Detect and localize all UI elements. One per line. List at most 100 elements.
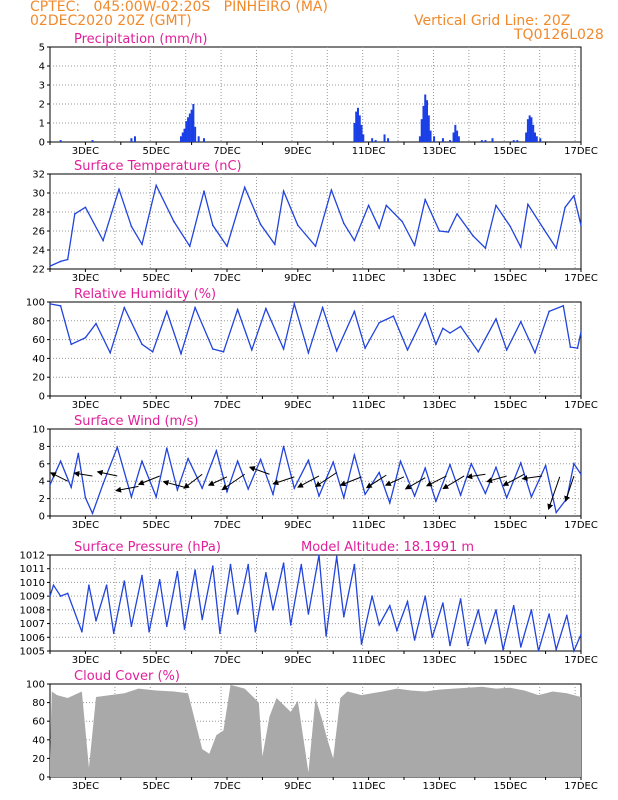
data-point xyxy=(562,305,565,307)
data-point xyxy=(293,487,296,490)
precip-bar xyxy=(188,113,191,142)
x-tick-label: 13DEC xyxy=(423,273,457,284)
data-point xyxy=(321,306,324,309)
data-point xyxy=(530,496,533,498)
x-tick-label: 9DEC xyxy=(284,655,311,666)
x-tick-label: 13DEC xyxy=(423,655,457,666)
precip-bar xyxy=(190,109,193,142)
data-point xyxy=(229,563,232,566)
data-point xyxy=(141,243,143,246)
data-point xyxy=(502,648,504,651)
y-tick-label: 5 xyxy=(39,43,45,54)
data-point xyxy=(389,502,391,504)
data-point xyxy=(70,343,72,346)
data-point xyxy=(527,203,529,206)
wind-vector-arrow xyxy=(183,473,203,489)
y-tick-label: 100 xyxy=(26,298,45,309)
data-point xyxy=(353,454,356,456)
data-point xyxy=(59,460,62,463)
x-tick-label: 5DEC xyxy=(143,400,170,411)
data-point xyxy=(332,461,335,463)
precip-bar xyxy=(362,134,365,142)
data-point xyxy=(424,595,427,597)
data-point xyxy=(449,332,451,334)
y-tick-label: 1009 xyxy=(20,592,45,603)
x-tick-label: 13DEC xyxy=(423,146,457,157)
data-point xyxy=(49,483,51,486)
data-point xyxy=(495,318,497,320)
data-point xyxy=(158,578,161,581)
precip-bar xyxy=(371,138,374,142)
x-tick-label: 5DEC xyxy=(143,655,170,666)
data-point xyxy=(495,609,497,611)
precip-bar xyxy=(192,104,195,142)
wind-vector-arrow xyxy=(221,473,245,491)
x-tick-label: 3DEC xyxy=(72,781,99,792)
data-point xyxy=(194,306,196,309)
data-point xyxy=(399,460,402,463)
data-point xyxy=(396,629,398,632)
precip-bar xyxy=(187,117,190,142)
precip-bar xyxy=(383,134,386,142)
data-point xyxy=(189,245,191,247)
cloud-cover-area xyxy=(50,684,581,777)
wind-vector-arrow xyxy=(425,475,447,487)
data-point xyxy=(88,584,90,586)
data-point xyxy=(318,554,320,556)
data-point xyxy=(74,213,76,215)
precip-bar xyxy=(130,138,133,142)
data-point xyxy=(424,467,427,469)
data-point xyxy=(212,565,214,567)
data-point xyxy=(580,224,582,227)
y-tick-label: 3 xyxy=(39,81,45,92)
data-point xyxy=(254,631,257,633)
y-tick-label: 26 xyxy=(32,227,45,238)
data-point xyxy=(282,348,285,350)
data-point xyxy=(201,618,203,621)
y-tick-label: 24 xyxy=(32,246,45,257)
x-tick-label: 17DEC xyxy=(564,520,598,531)
data-point xyxy=(392,315,395,317)
precip-bar xyxy=(426,100,429,142)
precip-bar xyxy=(525,132,528,142)
x-tick-label: 3DEC xyxy=(72,400,99,411)
data-point xyxy=(353,563,356,566)
data-point xyxy=(141,460,143,463)
data-point xyxy=(569,346,572,348)
header-line1-left: CPTEC: 045:00W-02:20S PINHEIRO (MA) xyxy=(30,0,328,15)
data-point xyxy=(212,348,214,350)
precip-bar xyxy=(197,136,200,142)
data-point xyxy=(212,224,214,227)
x-tick-label: 17DEC xyxy=(564,655,598,666)
wind-vector-arrow xyxy=(339,476,362,487)
y-tick-label: 80 xyxy=(32,316,45,327)
data-point xyxy=(49,595,51,597)
x-tick-label: 13DEC xyxy=(423,520,457,531)
panel-title: Relative Humidity (%) xyxy=(74,287,216,302)
data-point xyxy=(520,462,522,464)
data-point xyxy=(413,244,416,247)
y-tick-label: 2 xyxy=(39,494,45,505)
data-point xyxy=(130,496,133,498)
data-point xyxy=(330,189,333,191)
data-point xyxy=(272,609,274,611)
panel-title: Cloud Cover (%) xyxy=(74,669,180,684)
panel-frame xyxy=(49,46,582,143)
precip-bar xyxy=(452,132,455,142)
data-point xyxy=(548,613,550,615)
data-point xyxy=(183,628,186,630)
data-point xyxy=(176,489,179,491)
data-point xyxy=(203,190,205,192)
data-point xyxy=(555,648,557,651)
precip-bar xyxy=(185,121,188,142)
data-point xyxy=(102,239,104,242)
data-point xyxy=(52,584,55,586)
y-tick-label: 100 xyxy=(26,680,45,691)
data-point xyxy=(543,228,545,230)
data-point xyxy=(520,320,522,323)
x-tick-label: 7DEC xyxy=(213,400,240,411)
data-point xyxy=(307,352,310,354)
precip-bar xyxy=(59,140,62,142)
x-tick-label: 7DEC xyxy=(213,655,240,666)
data-point xyxy=(84,496,87,499)
